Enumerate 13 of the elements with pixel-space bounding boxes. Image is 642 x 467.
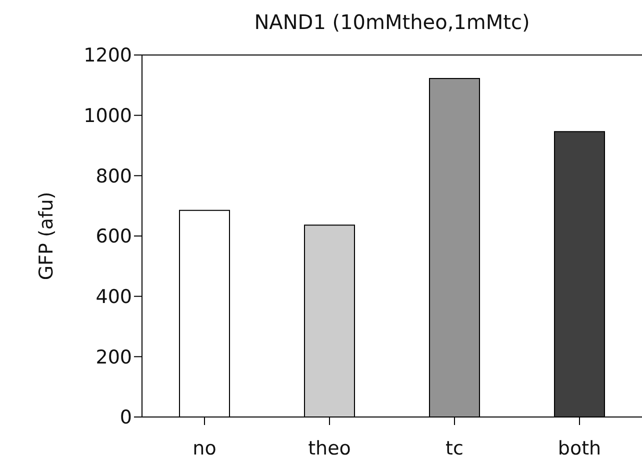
x-tick-label: tc xyxy=(446,437,464,460)
x-tick-label: both xyxy=(558,437,602,460)
y-tick-label: 1200 xyxy=(84,44,132,67)
y-tick-label: 0 xyxy=(120,406,132,429)
x-tick-label: theo xyxy=(308,437,351,460)
y-tick-label: 200 xyxy=(96,346,132,368)
y-axis-title: GFP (afu) xyxy=(36,192,58,280)
y-tick-label: 400 xyxy=(96,286,132,308)
y-tick-label: 1000 xyxy=(84,105,132,128)
y-tick-label: 600 xyxy=(96,226,132,248)
x-tick-label: no xyxy=(192,437,216,460)
chart-title: NAND1 (10mMtheo,1mMtc) xyxy=(253,9,531,36)
y-tick-label: 800 xyxy=(96,165,132,188)
